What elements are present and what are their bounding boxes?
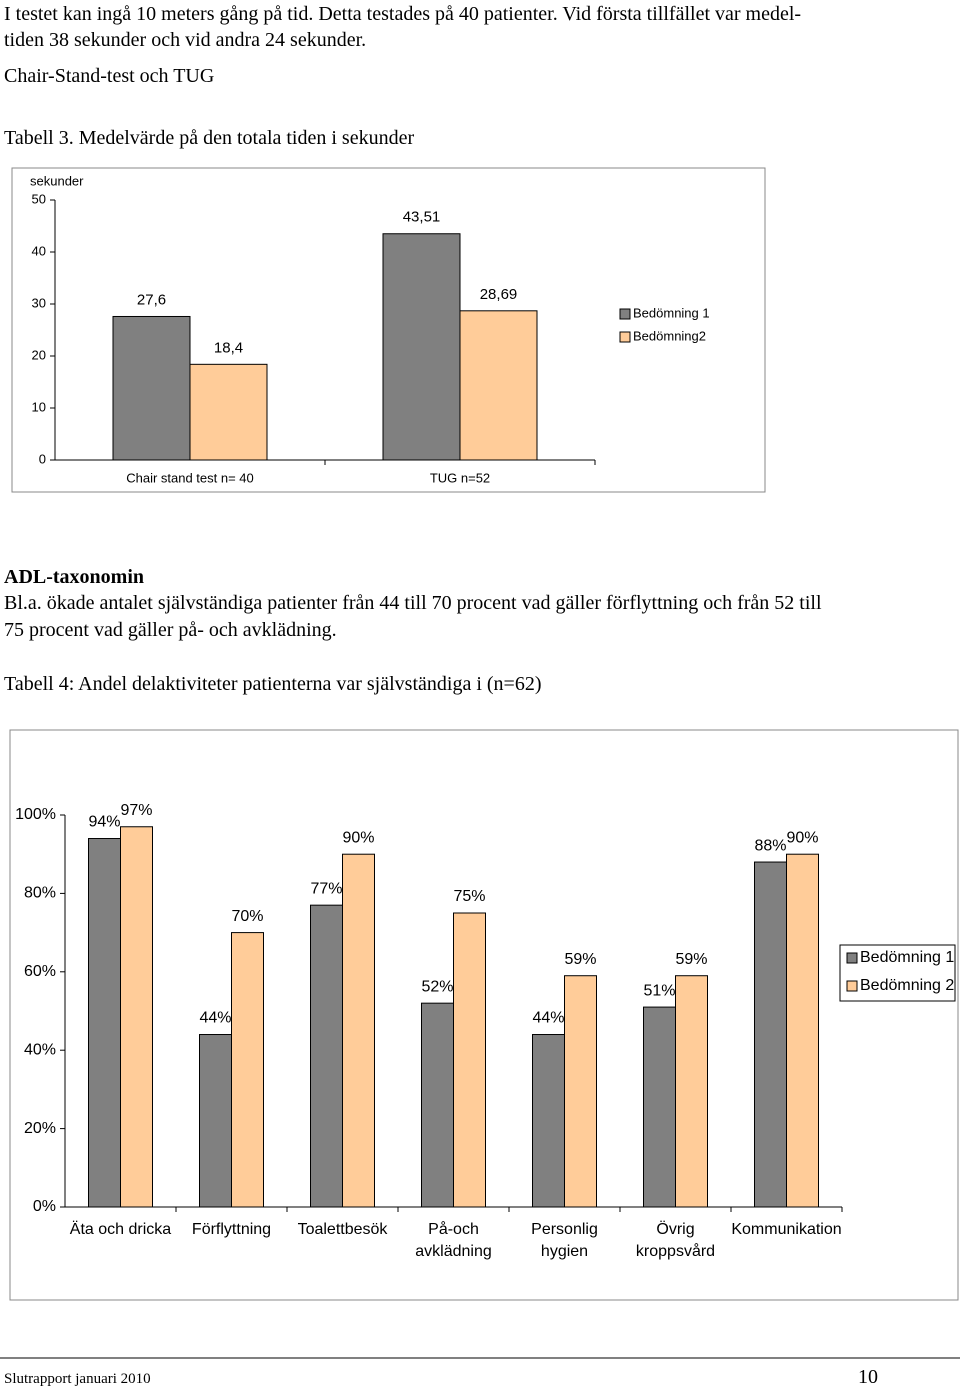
x-tick-label: Toalettbesök bbox=[298, 1221, 389, 1238]
bar bbox=[643, 1006, 676, 1208]
legend-box bbox=[839, 944, 956, 1002]
value-label: 51% bbox=[643, 982, 675, 999]
value-label: 77% bbox=[310, 880, 342, 897]
y-tick-label: 0% bbox=[33, 1198, 56, 1215]
x-tick-label: Äta och dricka bbox=[70, 1220, 171, 1238]
value-label: 90% bbox=[342, 829, 374, 846]
value-label: 43,51 bbox=[403, 209, 441, 226]
y-tick-label: 10 bbox=[32, 399, 46, 414]
bar bbox=[199, 1034, 232, 1208]
x-tick-label: TUG n=52 bbox=[430, 470, 490, 485]
body-line: Bl.a. ökade antalet självständiga patien… bbox=[4, 592, 822, 614]
intro-line: I testet kan ingå 10 meters gång på tid.… bbox=[4, 3, 801, 25]
legend-swatch bbox=[846, 980, 858, 992]
y-tick-label: 30 bbox=[32, 295, 46, 310]
x-tick-label: Förflyttning bbox=[192, 1221, 271, 1238]
value-label: 59% bbox=[675, 951, 707, 968]
x-tick-label: Personlig hygien bbox=[531, 1221, 598, 1260]
legend-label: Bedömning2 bbox=[633, 328, 706, 343]
value-label: 27,6 bbox=[137, 291, 166, 308]
bar bbox=[532, 1034, 565, 1208]
legend-swatch bbox=[619, 331, 631, 343]
x-tick-label: Chair stand test n= 40 bbox=[126, 470, 254, 485]
legend-swatch bbox=[619, 308, 631, 320]
x-tick-label: På-och avklädning bbox=[415, 1220, 492, 1260]
body-line: 75 procent vad gäller på- och avklädning… bbox=[4, 619, 337, 641]
y-tick-label: 40% bbox=[24, 1041, 56, 1058]
heading: ADL-taxonomin bbox=[4, 566, 144, 588]
bar bbox=[112, 315, 191, 461]
bar bbox=[88, 838, 121, 1208]
footer-text: Slutrapport januari 2010 bbox=[4, 1371, 151, 1387]
value-label: 90% bbox=[786, 829, 818, 846]
y-tick-label: 80% bbox=[24, 885, 56, 902]
y-tick-label: 100% bbox=[15, 806, 56, 823]
bar bbox=[786, 853, 819, 1208]
bar bbox=[564, 975, 597, 1208]
bar bbox=[459, 310, 538, 461]
y-tick-label: 40 bbox=[32, 243, 46, 258]
bar bbox=[453, 912, 486, 1208]
legend-swatch bbox=[846, 952, 858, 964]
value-label: 18,4 bbox=[214, 339, 243, 356]
value-label: 94% bbox=[88, 814, 120, 831]
value-label: 28,69 bbox=[480, 286, 518, 303]
legend-label: Bedömning 2 bbox=[860, 977, 954, 994]
bar bbox=[310, 904, 343, 1208]
caption: Tabell 3. Medelvärde på den totala tiden… bbox=[4, 127, 414, 149]
y-axis-label: sekunder bbox=[30, 173, 84, 188]
y-tick-label: 50 bbox=[32, 191, 46, 206]
legend-label: Bedömning 1 bbox=[633, 305, 710, 320]
legend-label: Bedömning 1 bbox=[860, 949, 954, 966]
y-tick-label: 60% bbox=[24, 963, 56, 980]
x-tick-label: Kommunikation bbox=[731, 1221, 841, 1238]
value-label: 75% bbox=[453, 888, 485, 905]
y-tick-label: 20 bbox=[32, 347, 46, 362]
value-label: 59% bbox=[564, 951, 596, 968]
value-label: 52% bbox=[421, 978, 453, 995]
bar bbox=[754, 861, 787, 1208]
y-tick-label: 0 bbox=[39, 451, 46, 466]
value-label: 97% bbox=[120, 802, 152, 819]
page-number: 10 bbox=[858, 1366, 878, 1388]
bar bbox=[421, 1002, 454, 1208]
bar bbox=[120, 826, 153, 1208]
intro-line: tiden 38 sekunder och vid andra 24 sekun… bbox=[4, 29, 366, 51]
value-label: 44% bbox=[532, 1010, 564, 1027]
value-label: 88% bbox=[754, 837, 786, 854]
y-tick-label: 20% bbox=[24, 1120, 56, 1137]
value-label: 70% bbox=[231, 908, 263, 925]
bar bbox=[342, 853, 375, 1208]
bar bbox=[189, 363, 268, 461]
caption: Tabell 4: Andel delaktiviteter patienter… bbox=[4, 673, 541, 695]
bar bbox=[675, 975, 708, 1208]
value-label: 44% bbox=[199, 1010, 231, 1027]
bar bbox=[382, 233, 461, 461]
x-tick-label: Övrig kroppsvård bbox=[636, 1220, 715, 1260]
heading: Chair-Stand-test och TUG bbox=[4, 65, 214, 87]
bar bbox=[231, 932, 264, 1208]
